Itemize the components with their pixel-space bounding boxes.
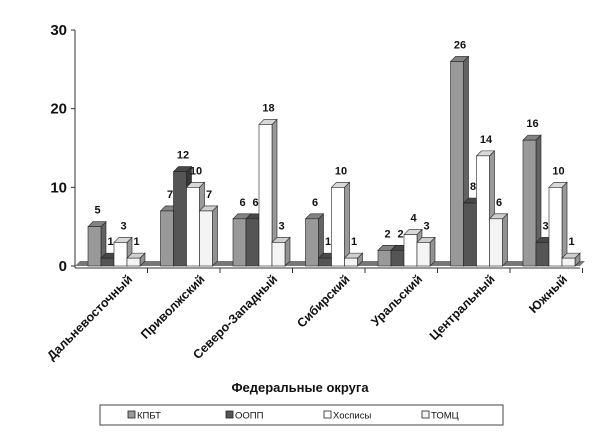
legend-swatch — [127, 410, 136, 419]
bar-ТОМЦ — [416, 242, 431, 267]
y-tick-label: 30 — [50, 22, 67, 39]
data-label: 5 — [94, 205, 100, 217]
data-label: 1 — [351, 236, 357, 248]
bar-КПБТ — [87, 226, 102, 267]
bar-ТОМЦ — [199, 210, 213, 267]
bar-КПБТ — [450, 61, 464, 267]
bar-side — [344, 181, 350, 267]
legend: КПБТ ООПП Хосписы ТОМЦ — [99, 404, 504, 426]
data-label: 7 — [206, 189, 212, 201]
bar-ТОМЦ — [561, 257, 576, 267]
data-label: 6 — [252, 197, 258, 209]
bar-ТОМЦ — [126, 257, 141, 267]
bar-ТОМЦ — [489, 218, 503, 267]
bar-ООПП — [100, 257, 115, 267]
y-tick-label: 0 — [59, 258, 67, 275]
data-label: 3 — [120, 220, 126, 232]
data-label: 2 — [397, 228, 403, 240]
bar-side — [502, 213, 508, 267]
data-label: 3 — [542, 220, 548, 232]
data-label: 6 — [239, 197, 245, 209]
bar-Хосписы — [548, 187, 563, 267]
bar-Хосписы — [258, 124, 273, 267]
x-tick-label: Уральский — [368, 272, 425, 329]
legend-box — [99, 404, 504, 426]
legend-label: КПБТ — [137, 411, 161, 422]
data-label: 14 — [480, 134, 493, 146]
data-label: 4 — [410, 213, 417, 225]
data-label: 6 — [312, 197, 318, 209]
data-label: 10 — [335, 165, 347, 177]
bar-ООПП — [535, 242, 550, 267]
bar-ООПП — [173, 171, 187, 267]
bar-КПБТ — [305, 218, 319, 267]
x-tick-label: Центральный — [427, 272, 498, 343]
data-label: 1 — [133, 236, 139, 248]
data-label: 12 — [177, 150, 189, 162]
data-label: 3 — [278, 220, 284, 232]
bar-Хосписы — [331, 187, 345, 267]
bar-Хосписы — [113, 242, 128, 267]
x-tick-label: Сибирский — [294, 272, 352, 330]
y-tick-label: 10 — [50, 179, 67, 196]
data-label: 10 — [190, 165, 202, 177]
bar-Хосписы — [186, 187, 200, 267]
bar-ООПП — [463, 202, 477, 267]
bar-КПБТ — [232, 218, 247, 267]
data-label: 8 — [470, 181, 476, 193]
legend-swatch — [421, 410, 430, 419]
bar-Хосписы — [476, 155, 490, 267]
x-tick-label: Дальневосточный — [44, 272, 135, 363]
bar-КПБТ — [522, 139, 537, 267]
legend-label: Хосписы — [333, 411, 371, 422]
x-tick-label: Южный — [526, 272, 570, 316]
data-label: 1 — [107, 236, 113, 248]
legend-label: ООПП — [235, 411, 264, 422]
bar-side — [212, 205, 218, 267]
bar-side — [561, 181, 568, 267]
bar-Хосписы — [403, 234, 418, 267]
bar-КПБТ — [377, 249, 392, 267]
bar-ООПП — [318, 257, 332, 267]
data-label: 16 — [526, 118, 538, 130]
x-tick-label: Приволжский — [138, 272, 208, 342]
legend-swatch — [225, 410, 234, 419]
data-label: 7 — [167, 189, 173, 201]
data-label: 6 — [496, 197, 502, 209]
legend-swatch — [323, 410, 332, 419]
bar-ТОМЦ — [271, 242, 286, 267]
bar-ООПП — [245, 218, 260, 267]
data-label: 3 — [423, 220, 429, 232]
data-label: 1 — [568, 236, 574, 248]
data-label: 26 — [454, 39, 466, 51]
bar-ООПП — [390, 249, 405, 267]
legend-label: ТОМЦ — [431, 411, 459, 422]
bar-ТОМЦ — [344, 257, 358, 267]
y-tick-label: 20 — [50, 101, 67, 118]
x-axis-title: Федеральные округа — [231, 380, 369, 395]
data-label: 18 — [262, 102, 274, 114]
data-label: 10 — [552, 165, 564, 177]
data-label: 1 — [325, 236, 331, 248]
bar-КПБТ — [160, 210, 174, 267]
data-label: 2 — [384, 228, 390, 240]
